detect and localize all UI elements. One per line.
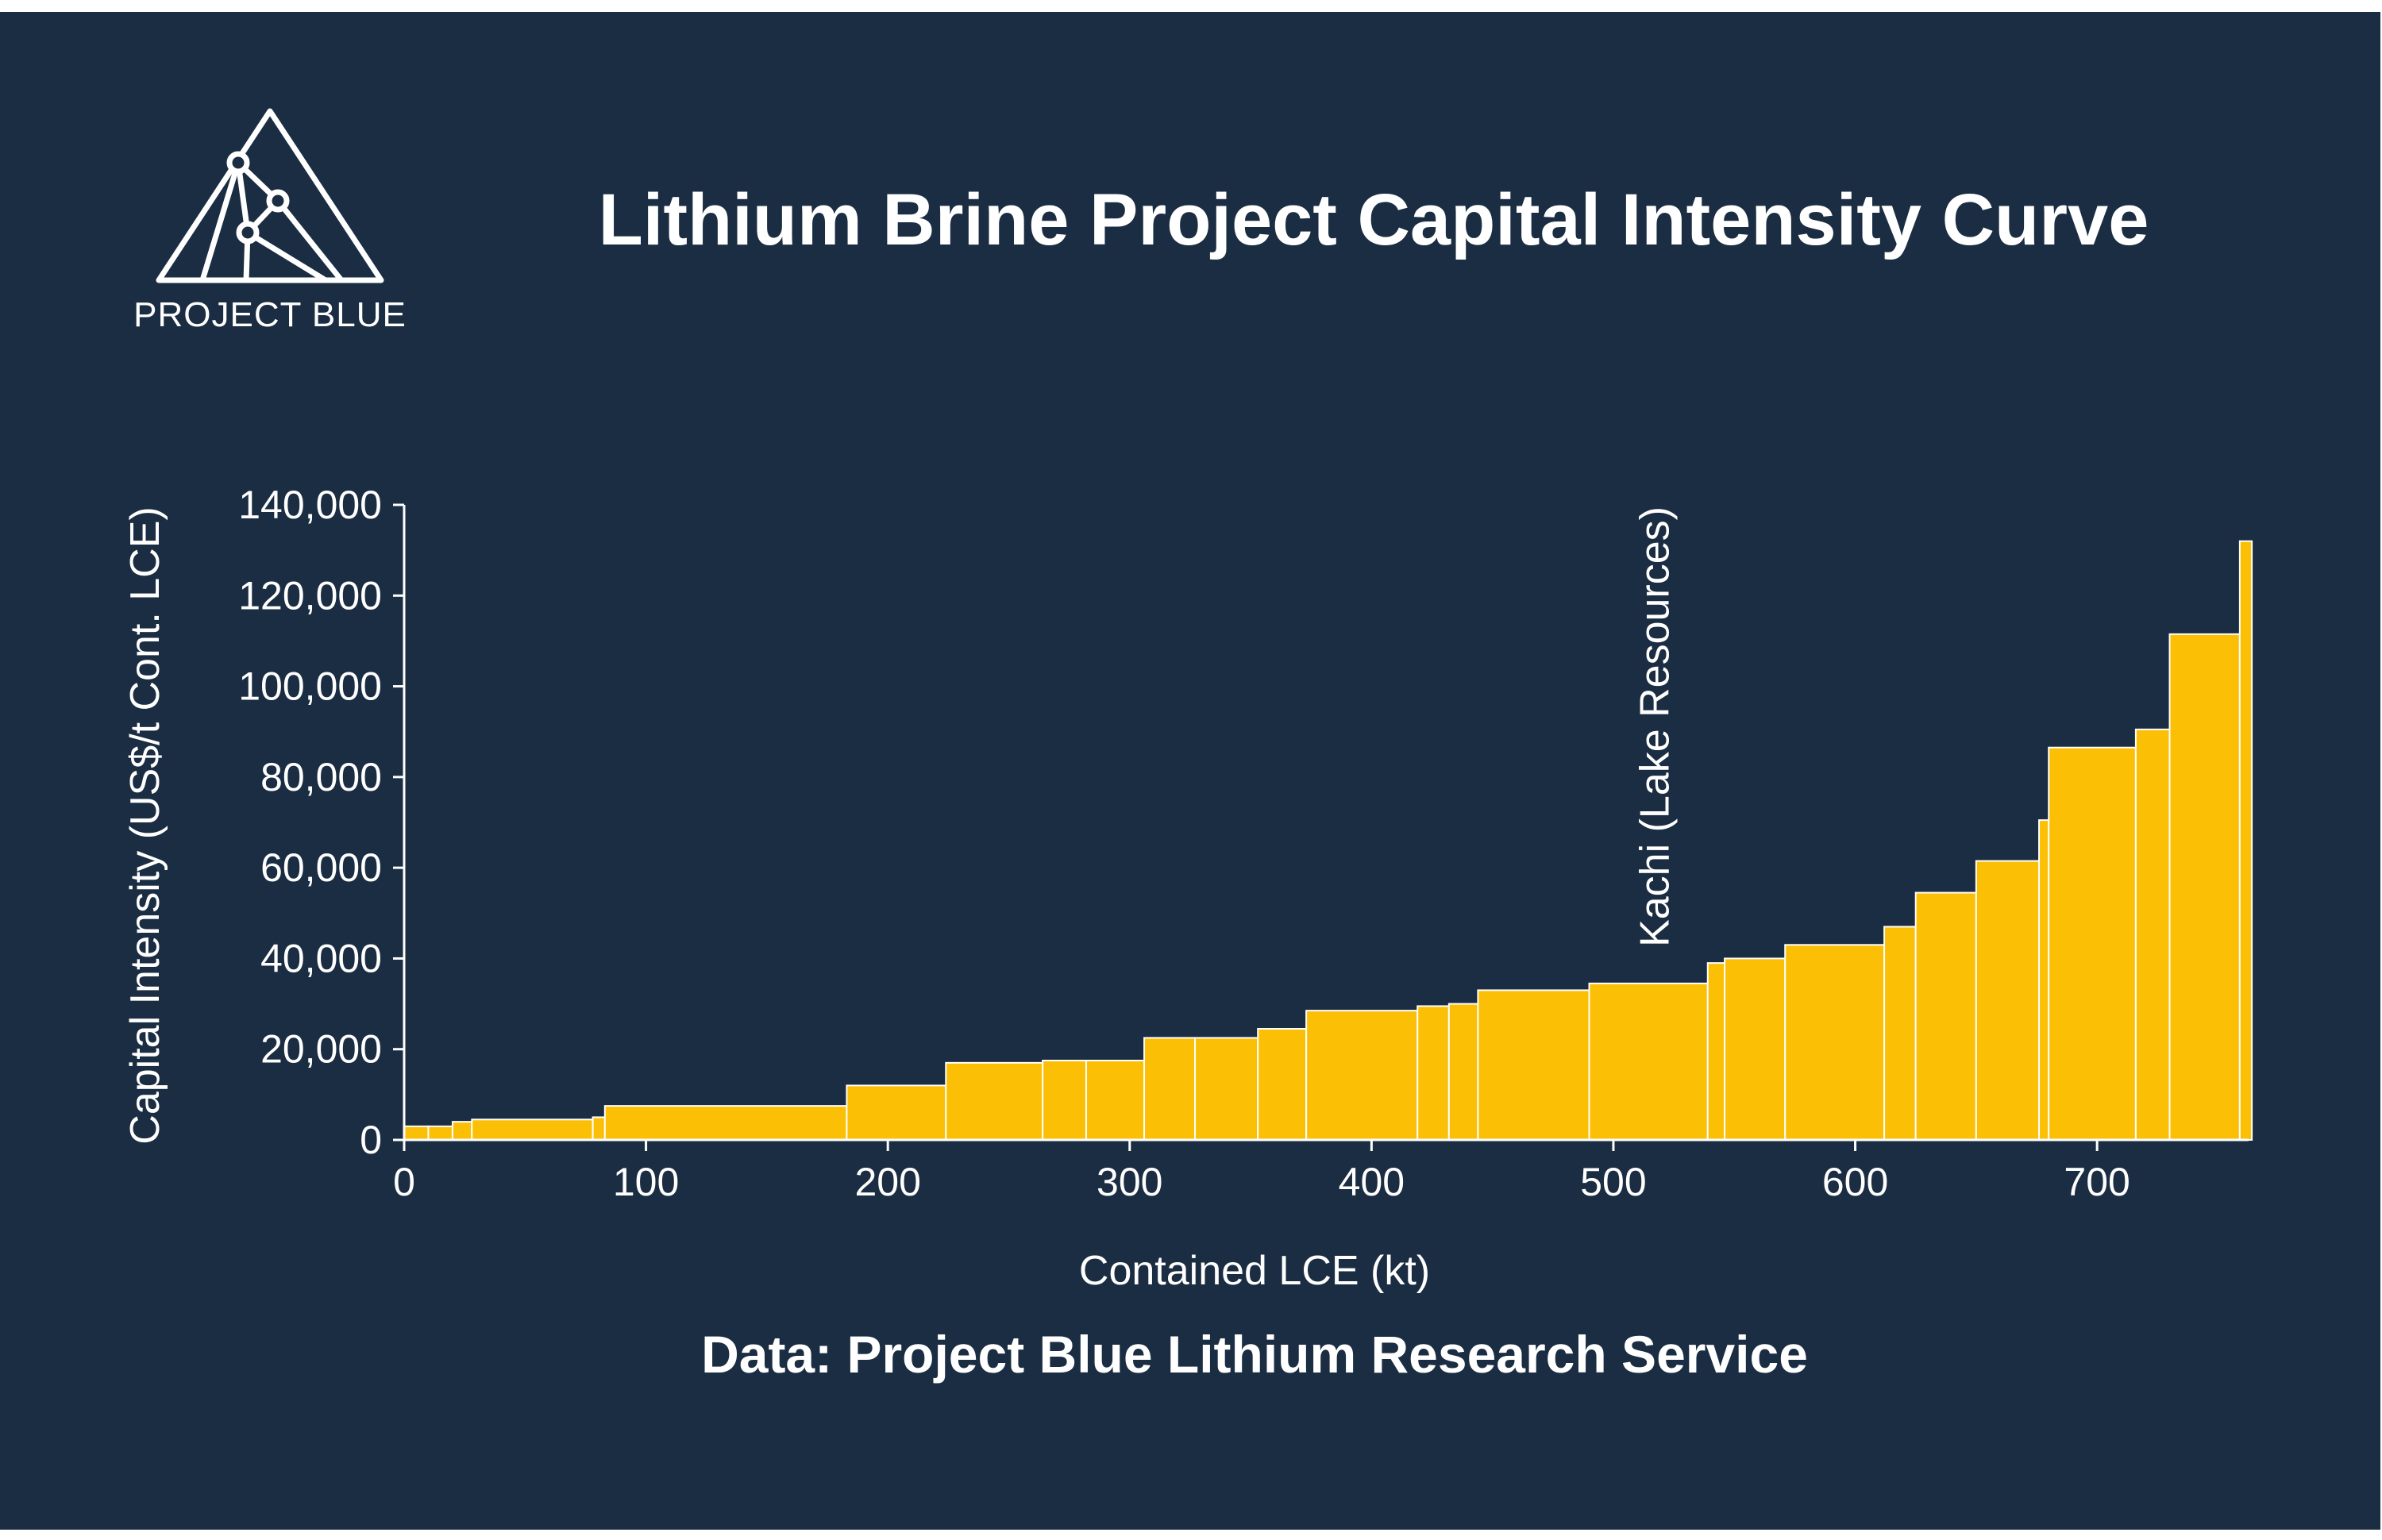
bar-project-26 [2048, 746, 2137, 1141]
y-tick-label: 100,000 [238, 664, 382, 709]
bar-project-8 [945, 1061, 1044, 1142]
bar-project-14 [1305, 1010, 1419, 1141]
bar-project-24 [1975, 860, 2041, 1141]
ticks-group: 0 20,000 40,000 60,000 80,000 100,000 120,000 1… [238, 483, 2130, 1204]
bar-project-7 [846, 1084, 947, 1142]
bar-project-5 [592, 1116, 606, 1142]
bar-project-9 [1042, 1060, 1087, 1141]
chart-title: Lithium Brine Project Capital Intensity … [598, 179, 2149, 260]
bar-project-1 [403, 1125, 430, 1142]
annotation-kachi: Kachi (Lake Resources) [1632, 506, 1679, 947]
x-tick-label: 500 [1580, 1160, 1646, 1204]
x-axis-label: Contained LCE (kt) [1079, 1248, 1430, 1294]
bar-project-27 [2134, 728, 2171, 1141]
y-tick-label: 80,000 [260, 755, 382, 799]
x-tick-label: 600 [1822, 1160, 1888, 1204]
bars-group [403, 540, 2253, 1142]
bar-project-19 [1706, 962, 1726, 1141]
y-tick-label: 140,000 [238, 483, 382, 527]
bar-project-2 [427, 1125, 453, 1142]
bar-project-4 [471, 1118, 594, 1142]
bar-project-10 [1085, 1060, 1146, 1141]
bar-project-3 [451, 1121, 473, 1141]
data-source-note: Data: Project Blue Lithium Research Serv… [701, 1325, 1808, 1384]
x-tick-label: 100 [613, 1160, 679, 1204]
bar-project-11 [1143, 1037, 1197, 1142]
bar-project-12 [1194, 1037, 1259, 1142]
x-tick-label: 0 [393, 1160, 415, 1204]
y-tick-label: 0 [360, 1118, 382, 1162]
x-tick-label: 400 [1339, 1160, 1405, 1204]
y-axis-label: Capital Intensity (US$/t Cont. LCE) [122, 506, 168, 1144]
bar-project-21 [1784, 944, 1886, 1142]
y-tick-label: 120,000 [238, 573, 382, 618]
x-tick-label: 200 [854, 1160, 920, 1204]
bar-project-29 [2238, 540, 2253, 1141]
slide-background [0, 12, 2380, 1530]
bar-project-23 [1914, 891, 1977, 1141]
y-tick-label: 60,000 [260, 845, 382, 890]
bar-project-13 [1257, 1028, 1308, 1141]
bar-project-28 [2168, 633, 2241, 1141]
project-blue-logo-icon [156, 108, 384, 283]
bar-project-25 [2038, 819, 2050, 1141]
axes-group [393, 505, 2249, 1142]
y-tick-label: 20,000 [260, 1027, 382, 1072]
bar-project-17 [1477, 989, 1590, 1142]
logo-wordmark: PROJECT BLUE [133, 295, 407, 334]
x-tick-label: 700 [2064, 1160, 2130, 1204]
bar-project-20 [1724, 957, 1786, 1142]
bar-project-22 [1883, 926, 1917, 1142]
y-tick-label: 40,000 [260, 936, 382, 980]
bar-project-6 [603, 1105, 848, 1141]
bar-project-16 [1447, 1003, 1479, 1141]
bar-project-18 [1588, 982, 1709, 1142]
x-tick-label: 300 [1097, 1160, 1162, 1204]
bar-project-15 [1416, 1005, 1450, 1142]
